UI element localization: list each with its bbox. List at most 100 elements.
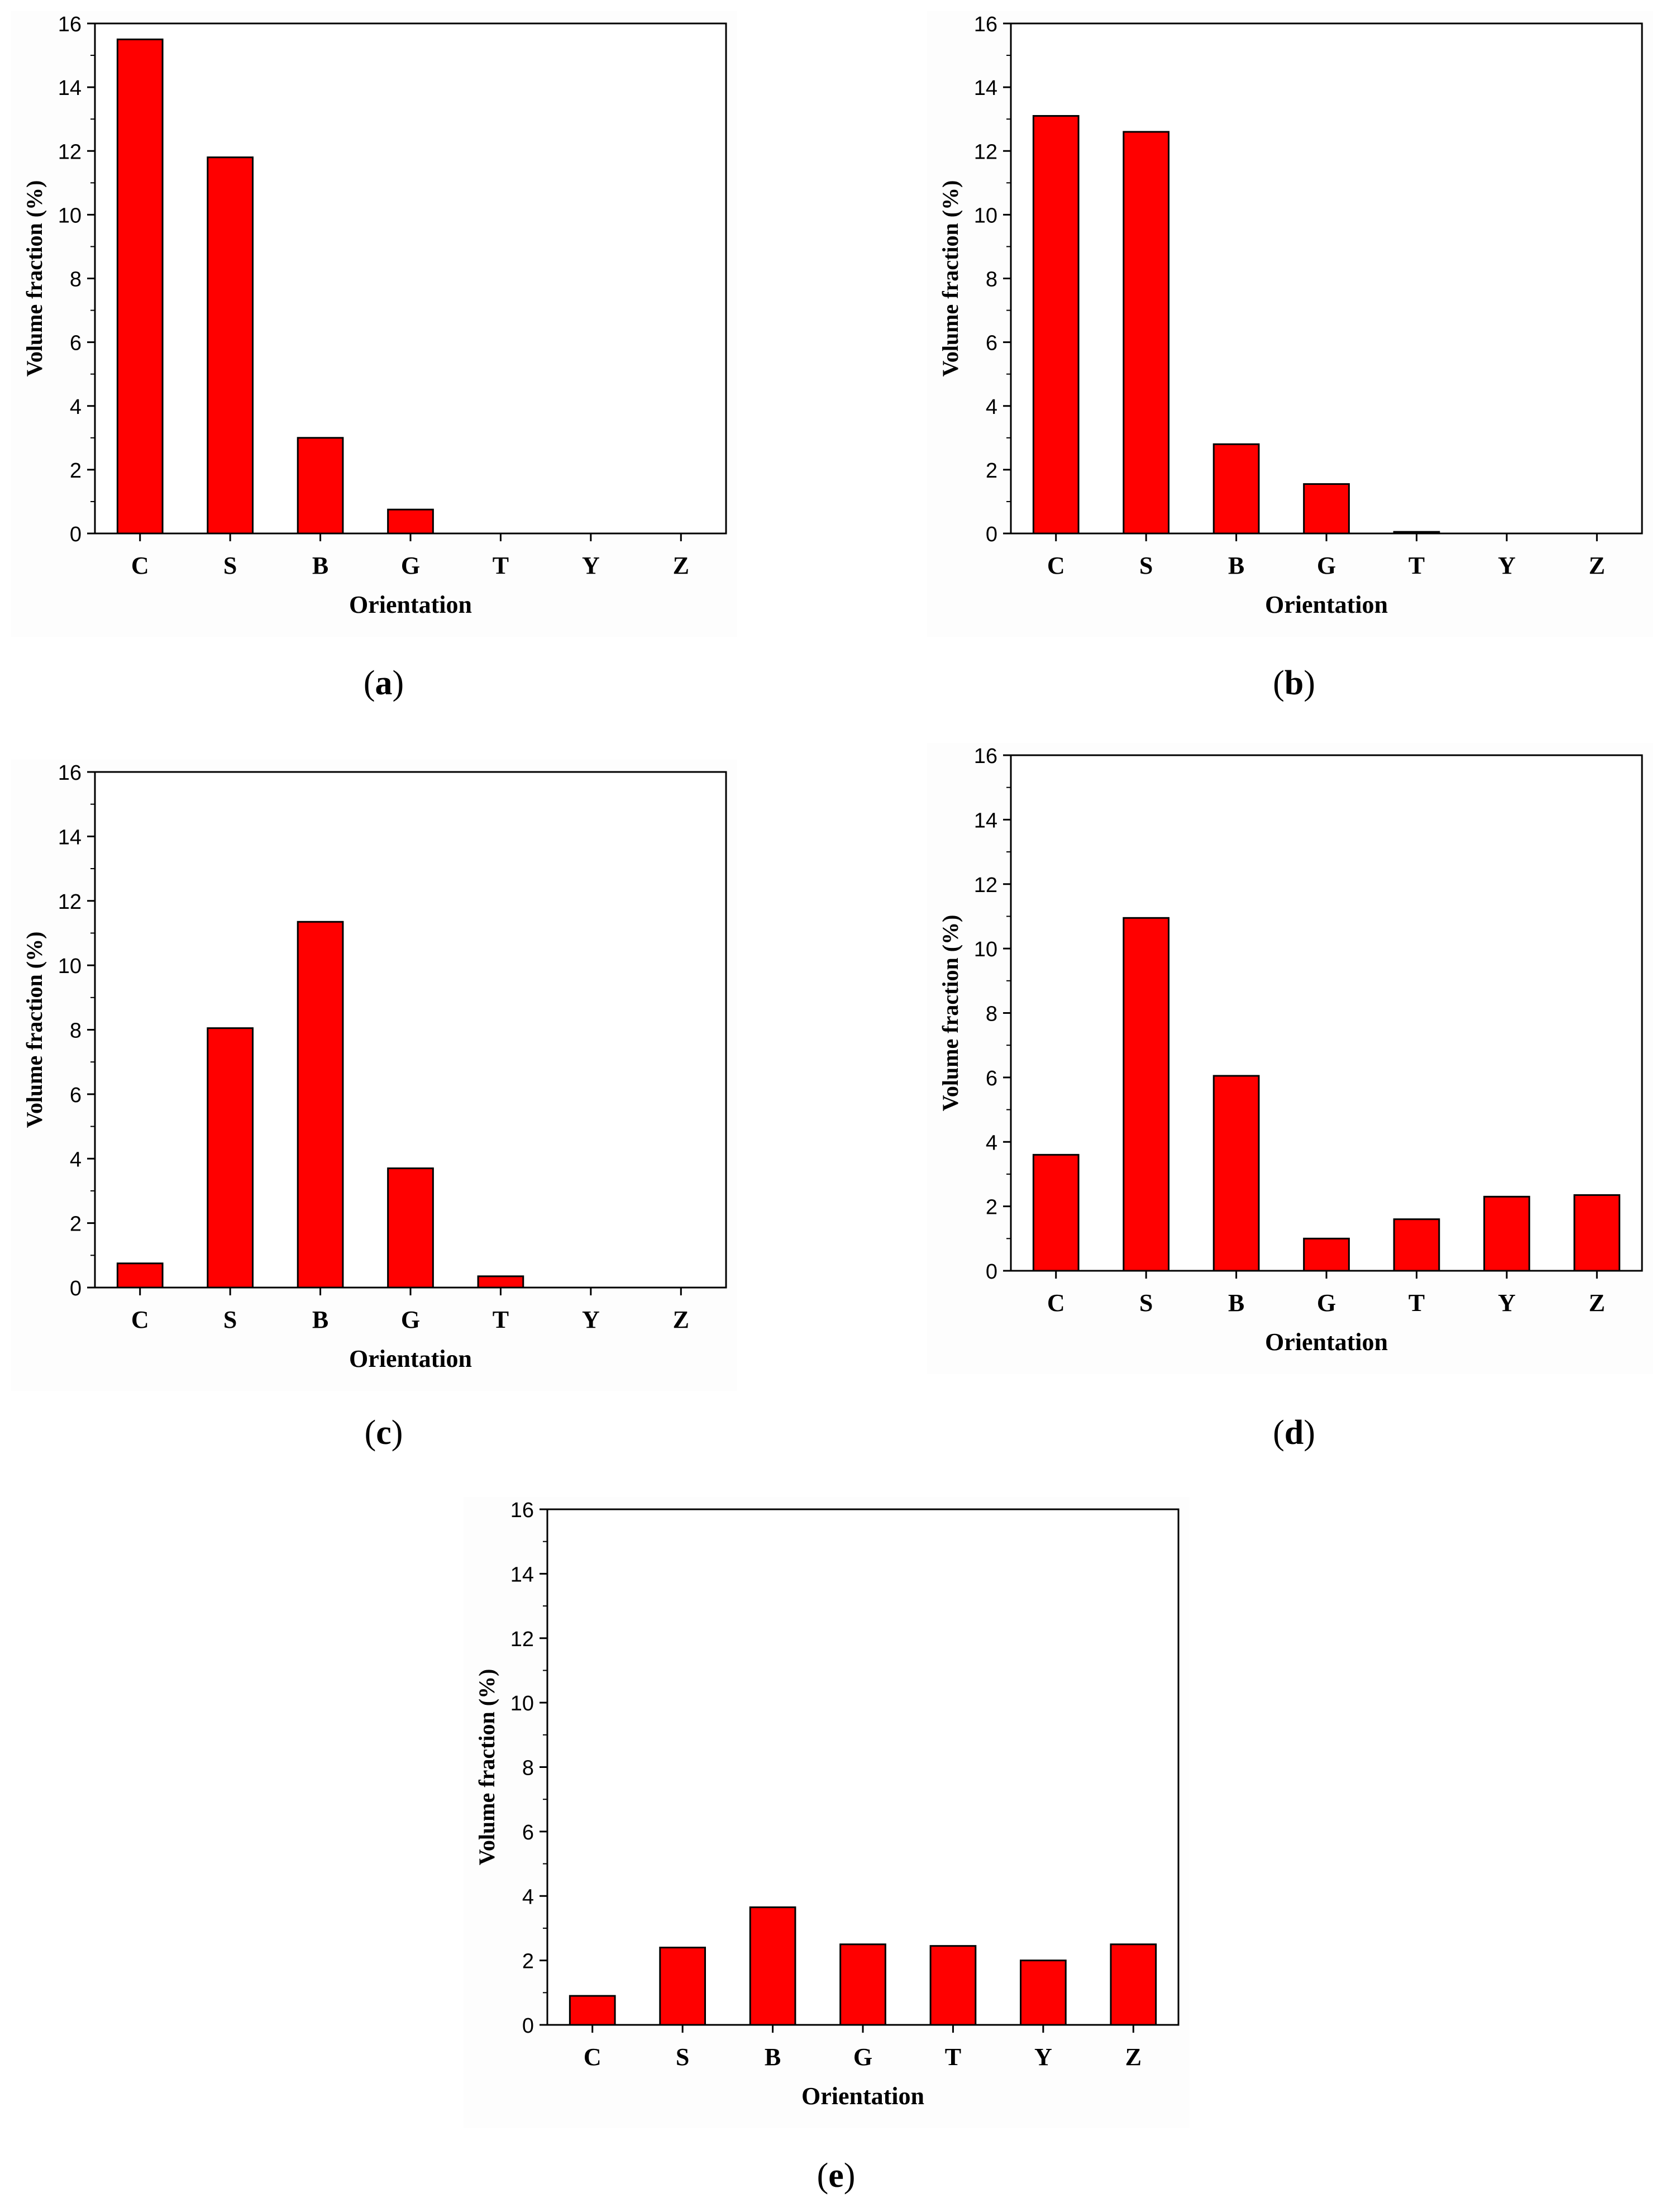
y-tick-label: 0 bbox=[986, 1260, 997, 1284]
y-tick-label: 10 bbox=[58, 204, 82, 227]
y-tick-label: 14 bbox=[58, 826, 82, 849]
x-tick-label: Y bbox=[1498, 552, 1516, 579]
y-tick-label: 4 bbox=[522, 1885, 534, 1909]
bar-chart-b: 0 2 4 6 8 10 12 14 16 Volume fraction (%) C S B G T Y Z O… bbox=[938, 13, 1643, 618]
x-axis-label: Orientation bbox=[1265, 591, 1388, 618]
y-tick-label: 4 bbox=[70, 395, 82, 419]
bar-Z bbox=[1573, 1194, 1621, 1272]
bar-S bbox=[207, 1027, 254, 1289]
y-tick-label: 8 bbox=[522, 1757, 534, 1780]
chart-panel-d: 0 2 4 6 8 10 12 14 16 Volume fraction (%) C S B G T Y Z O… bbox=[927, 743, 1653, 1374]
bar-G bbox=[1303, 1237, 1350, 1272]
y-tick-label: 6 bbox=[70, 332, 82, 355]
y-tick-label: 0 bbox=[986, 523, 997, 546]
y-tick-label: 6 bbox=[986, 1067, 997, 1090]
y-tick-label: 10 bbox=[510, 1692, 534, 1715]
x-tick-label: Y bbox=[1498, 1289, 1516, 1317]
x-tick-label: C bbox=[1047, 552, 1065, 579]
y-tick-label: 6 bbox=[986, 332, 997, 355]
x-axis-label: Orientation bbox=[349, 1345, 472, 1372]
x-tick-label: S bbox=[223, 1306, 237, 1333]
y-tick-label: 8 bbox=[986, 1003, 997, 1026]
y-tick-label: 16 bbox=[510, 1499, 534, 1522]
x-tick-label: G bbox=[1317, 1289, 1336, 1317]
x-tick-label: S bbox=[223, 552, 237, 579]
bar-G bbox=[387, 508, 434, 535]
bar-T bbox=[1393, 1218, 1440, 1272]
bar-Y bbox=[1020, 1960, 1067, 2026]
bar-T bbox=[477, 1275, 524, 1289]
x-tick-label: G bbox=[401, 552, 420, 579]
x-tick-label: T bbox=[493, 552, 509, 579]
y-tick-label: 6 bbox=[522, 1821, 534, 1844]
x-tick-label: C bbox=[584, 2043, 602, 2071]
y-tick-label: 16 bbox=[974, 745, 997, 768]
chart-panel-e: 0 2 4 6 8 10 12 14 16 Volume fraction (%) C S B G T Y Z O… bbox=[464, 1497, 1190, 2128]
y-tick-label: 12 bbox=[510, 1628, 534, 1651]
y-tick-label: 14 bbox=[974, 77, 997, 100]
bar-T bbox=[1393, 531, 1440, 535]
y-tick-label: 10 bbox=[974, 938, 997, 961]
y-axis-label: Volume fraction (%) bbox=[22, 932, 47, 1128]
x-tick-label: Y bbox=[582, 1306, 600, 1333]
y-tick-label: 4 bbox=[70, 1148, 82, 1171]
y-axis-label: Volume fraction (%) bbox=[938, 180, 963, 377]
plot-frame bbox=[546, 1508, 1180, 2026]
chart-panel-b: 0 2 4 6 8 10 12 14 16 Volume fraction (%) C S B G T Y Z O… bbox=[927, 11, 1653, 637]
y-tick-label: 14 bbox=[58, 77, 82, 100]
y-tick-label: 8 bbox=[70, 268, 82, 292]
y-tick-label: 2 bbox=[522, 1950, 534, 1973]
bar-C bbox=[1032, 115, 1080, 535]
x-tick-label: G bbox=[853, 2043, 872, 2071]
y-tick-label: 0 bbox=[70, 523, 82, 546]
chart-panel-c: 0 2 4 6 8 10 12 14 16 Volume fraction (%) C S B G T Y Z O… bbox=[11, 760, 737, 1391]
caption-b: (b) bbox=[1273, 664, 1315, 702]
x-tick-label: S bbox=[1139, 1289, 1153, 1317]
x-tick-label: T bbox=[1409, 1289, 1425, 1317]
y-tick-label: 16 bbox=[58, 13, 82, 36]
y-tick-label: 14 bbox=[974, 809, 997, 832]
x-axis-label: Orientation bbox=[801, 2082, 924, 2110]
x-tick-label: S bbox=[1139, 552, 1153, 579]
bar-C bbox=[116, 1262, 164, 1289]
y-tick-label: 0 bbox=[522, 2014, 534, 2038]
plot-frame bbox=[94, 22, 727, 535]
x-tick-label: C bbox=[131, 552, 149, 579]
y-axis-label: Volume fraction (%) bbox=[22, 180, 47, 377]
bar-B bbox=[297, 437, 344, 535]
x-tick-label: C bbox=[1047, 1289, 1065, 1317]
bar-B bbox=[297, 921, 344, 1289]
x-axis-label: Orientation bbox=[349, 591, 472, 618]
bar-G bbox=[839, 1943, 886, 2026]
bar-G bbox=[1303, 483, 1350, 535]
x-tick-label: Y bbox=[582, 552, 600, 579]
y-tick-label: 2 bbox=[986, 1196, 997, 1219]
chart-panel-a: 0 2 4 6 8 10 12 14 16 Volume fraction (%) C S B G T Y Z O… bbox=[11, 11, 737, 637]
caption-e: (e) bbox=[817, 2157, 856, 2195]
x-tick-label: B bbox=[765, 2043, 781, 2071]
y-tick-label: 12 bbox=[974, 874, 997, 897]
bar-C bbox=[116, 39, 164, 535]
y-tick-label: 12 bbox=[58, 140, 82, 164]
caption-d: (d) bbox=[1273, 1414, 1315, 1452]
y-tick-label: 14 bbox=[510, 1563, 534, 1586]
x-tick-label: Z bbox=[1589, 1289, 1605, 1317]
y-tick-label: 6 bbox=[70, 1084, 82, 1107]
bar-T bbox=[929, 1945, 977, 2026]
x-tick-label: B bbox=[1228, 1289, 1244, 1317]
x-tick-label: T bbox=[1409, 552, 1425, 579]
bar-S bbox=[659, 1947, 706, 2026]
bar-B bbox=[1212, 1075, 1260, 1272]
y-tick-label: 4 bbox=[986, 395, 997, 419]
y-axis-label: Volume fraction (%) bbox=[938, 915, 963, 1112]
y-tick-label: 8 bbox=[70, 1019, 82, 1043]
x-tick-label: T bbox=[945, 2043, 961, 2071]
bar-C bbox=[1032, 1153, 1080, 1272]
y-tick-label: 10 bbox=[974, 204, 997, 227]
y-tick-label: 4 bbox=[986, 1131, 997, 1155]
bar-B bbox=[1212, 443, 1260, 535]
y-axis-label: Volume fraction (%) bbox=[474, 1669, 499, 1866]
x-tick-label: Z bbox=[673, 552, 689, 579]
x-tick-label: G bbox=[401, 1306, 420, 1333]
x-axis-label: Orientation bbox=[1265, 1328, 1388, 1356]
